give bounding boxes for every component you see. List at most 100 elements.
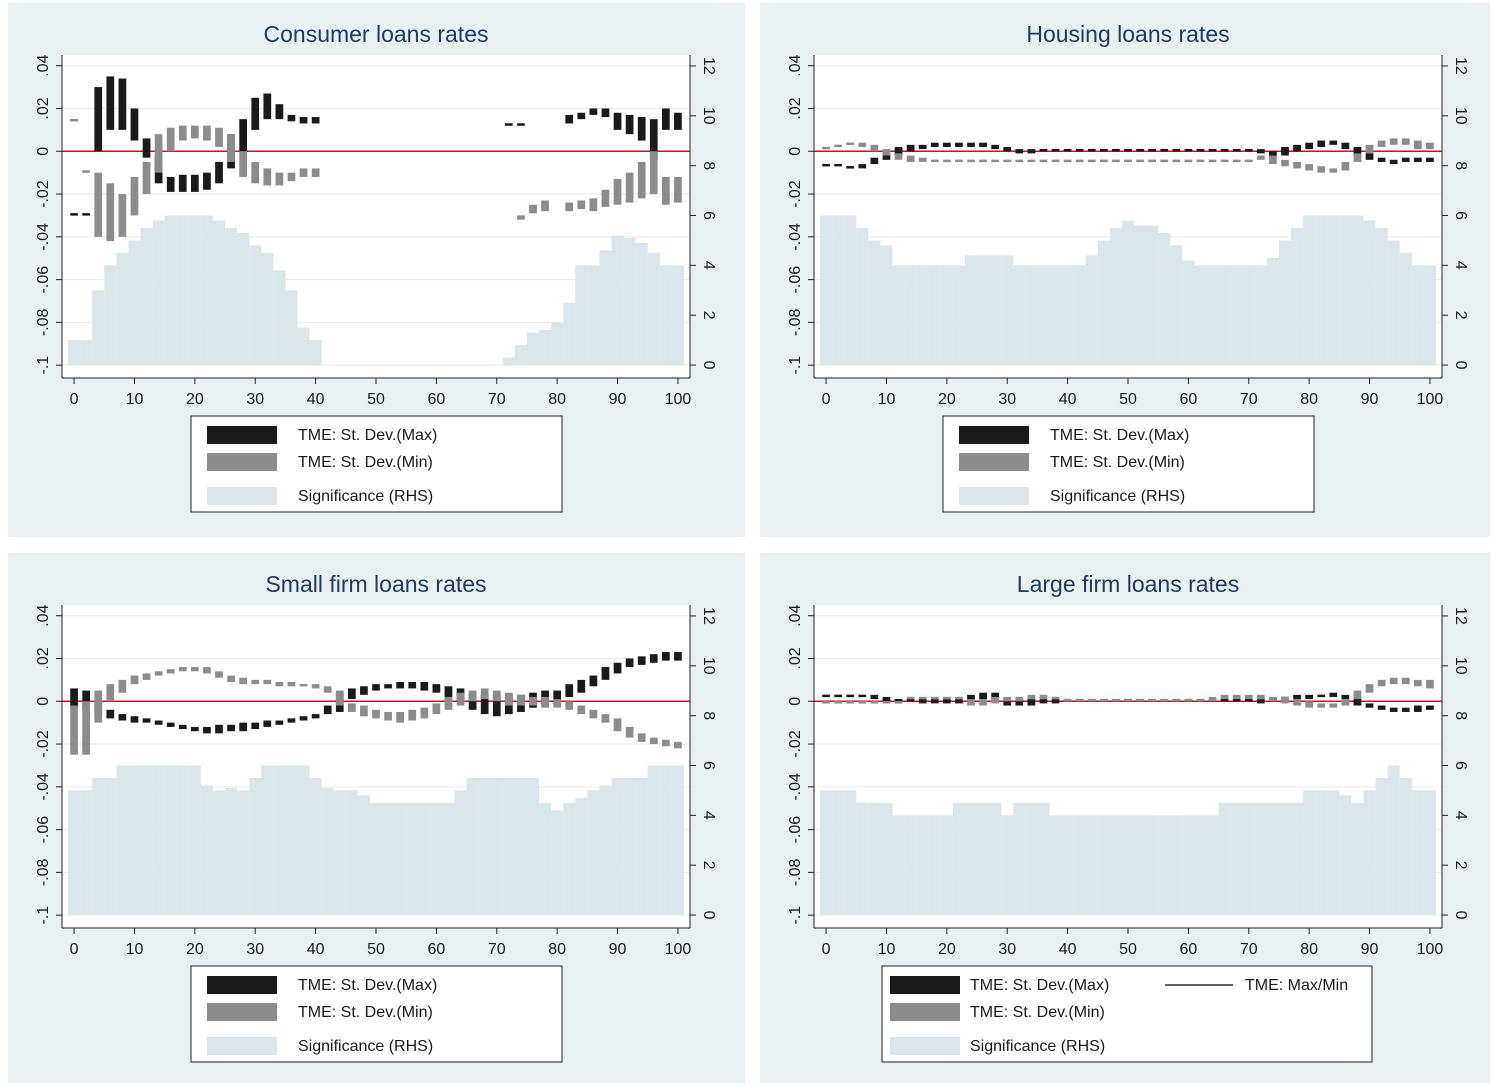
range-bar [480,688,489,700]
significance-bar [1049,265,1062,366]
range-bar [1281,159,1289,167]
range-bar [118,194,127,237]
range-bar [1232,159,1241,163]
range-bar [906,696,915,700]
significance-bar [309,777,322,916]
range-bar [1244,148,1253,152]
legend-label: TME: St. Dev.(Max) [298,427,437,444]
y-tick-label: -.02 [787,730,804,758]
range-bar [1281,696,1289,704]
range-bar [287,682,296,687]
range-bar [517,694,525,706]
x-tick-label: 40 [1059,391,1077,408]
range-bar [420,707,429,719]
significance-bar [635,242,648,366]
range-bar [553,690,562,702]
range-bar [1365,153,1374,160]
range-bar [882,153,891,160]
range-bar [1087,148,1096,152]
significance-bar [164,765,177,916]
range-bar [1256,694,1265,700]
range-bar [1051,159,1060,163]
range-bar [661,108,670,130]
range-bar [955,142,963,147]
range-bar [106,709,115,719]
significance-bar [466,777,479,916]
significance-bar [406,802,419,916]
significance-bar [92,290,105,366]
legend-label: Significance (RHS) [970,1038,1105,1055]
x-tick-label: 0 [822,941,831,958]
range-bar [154,671,163,676]
significance-bar [611,235,624,366]
significance-bar [551,810,564,916]
range-bar [589,198,598,212]
range-bar [1341,142,1350,150]
range-bar [130,716,139,723]
significance-bar [820,215,833,366]
range-bar [846,701,855,704]
range-bar [444,686,453,697]
range-bar [834,701,843,704]
range-bar [1353,696,1362,706]
y-tick-label: -.1 [787,906,804,925]
x-tick-label: 100 [665,941,692,958]
y-tick-label: -.04 [787,223,804,251]
range-bar [1317,694,1326,698]
range-bar [979,159,987,163]
range-bar [529,696,537,706]
legend-label: Significance (RHS) [298,1038,433,1055]
range-bar [637,161,646,199]
y2-tick-label: 0 [1452,361,1469,370]
range-bar [287,718,296,723]
range-bar [275,172,284,186]
y2-tick-label: 0 [700,361,717,370]
y2-tick-label: 2 [700,861,717,870]
range-bar [1341,699,1350,706]
range-bar [882,696,891,702]
significance-bar [140,765,153,916]
range-bar [190,726,199,732]
y-tick-label: -.02 [35,180,52,208]
significance-bar [490,777,503,916]
significance-bar [964,802,978,916]
range-bar [1003,696,1012,702]
range-bar [432,684,441,693]
range-bar [1329,703,1338,708]
significance-bar [964,255,978,366]
range-bar [1293,694,1301,700]
x-tick-label: 30 [246,941,264,958]
x-tick-label: 50 [1119,941,1137,958]
x-tick-label: 50 [367,941,385,958]
significance-bar [539,802,552,916]
range-bar [1281,146,1289,156]
range-bar [142,138,151,158]
range-bar [870,144,879,152]
significance-bar [832,215,845,366]
significance-bar [1025,265,1038,366]
range-bar [1148,698,1157,702]
range-bar [942,142,951,147]
x-tick-label: 70 [488,941,506,958]
range-bar [930,142,939,147]
significance-bar [502,357,515,366]
range-bar [130,108,139,141]
range-bar [323,686,332,693]
range-bar [577,112,586,120]
x-tick-label: 70 [1240,391,1258,408]
range-bar [1039,699,1048,704]
range-bar [1341,694,1350,700]
range-bar [1389,707,1398,712]
range-bar [649,737,658,745]
significance-bar [261,765,274,916]
range-bar [906,144,915,152]
y2-tick-label: 12 [1452,607,1469,625]
y-tick-label: 0 [787,147,804,156]
chart-title: Housing loans rates [1026,21,1229,47]
significance-bar [904,815,917,916]
significance-bar [599,785,612,916]
range-bar [347,688,356,700]
x-tick-label: 0 [70,391,79,408]
range-bar [601,189,610,207]
range-bar [894,146,903,156]
